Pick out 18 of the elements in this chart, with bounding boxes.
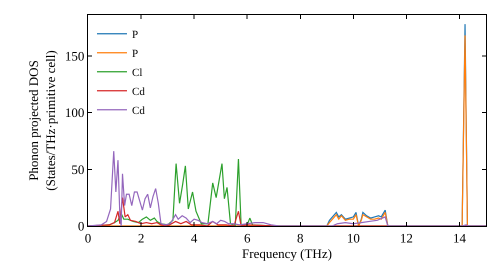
x-tick-label: 8 <box>297 230 304 246</box>
legend-label: P <box>132 48 138 60</box>
x-tick-label: 14 <box>452 230 466 246</box>
x-tick-label: 10 <box>346 230 360 246</box>
x-tick-label: 4 <box>190 230 198 246</box>
y-tick-label: 0 <box>78 218 84 234</box>
y-tick-label: 50 <box>71 162 84 177</box>
legend-label: Cd <box>132 105 146 118</box>
x-tick-label: 12 <box>400 230 413 246</box>
legend-label: Cd <box>132 86 146 98</box>
x-tick-label: 2 <box>138 230 144 246</box>
x-axis-title: Frequency (THz) <box>242 246 332 262</box>
y-axis-title: Phonon projected DOS (States/THz·primitive cell) <box>26 50 58 191</box>
legend-label: Cl <box>132 67 142 80</box>
y-tick-label: 150 <box>64 48 84 64</box>
y-tick-label: 100 <box>64 105 84 120</box>
x-tick-label: 6 <box>244 230 251 246</box>
legend-label: P <box>132 29 138 42</box>
